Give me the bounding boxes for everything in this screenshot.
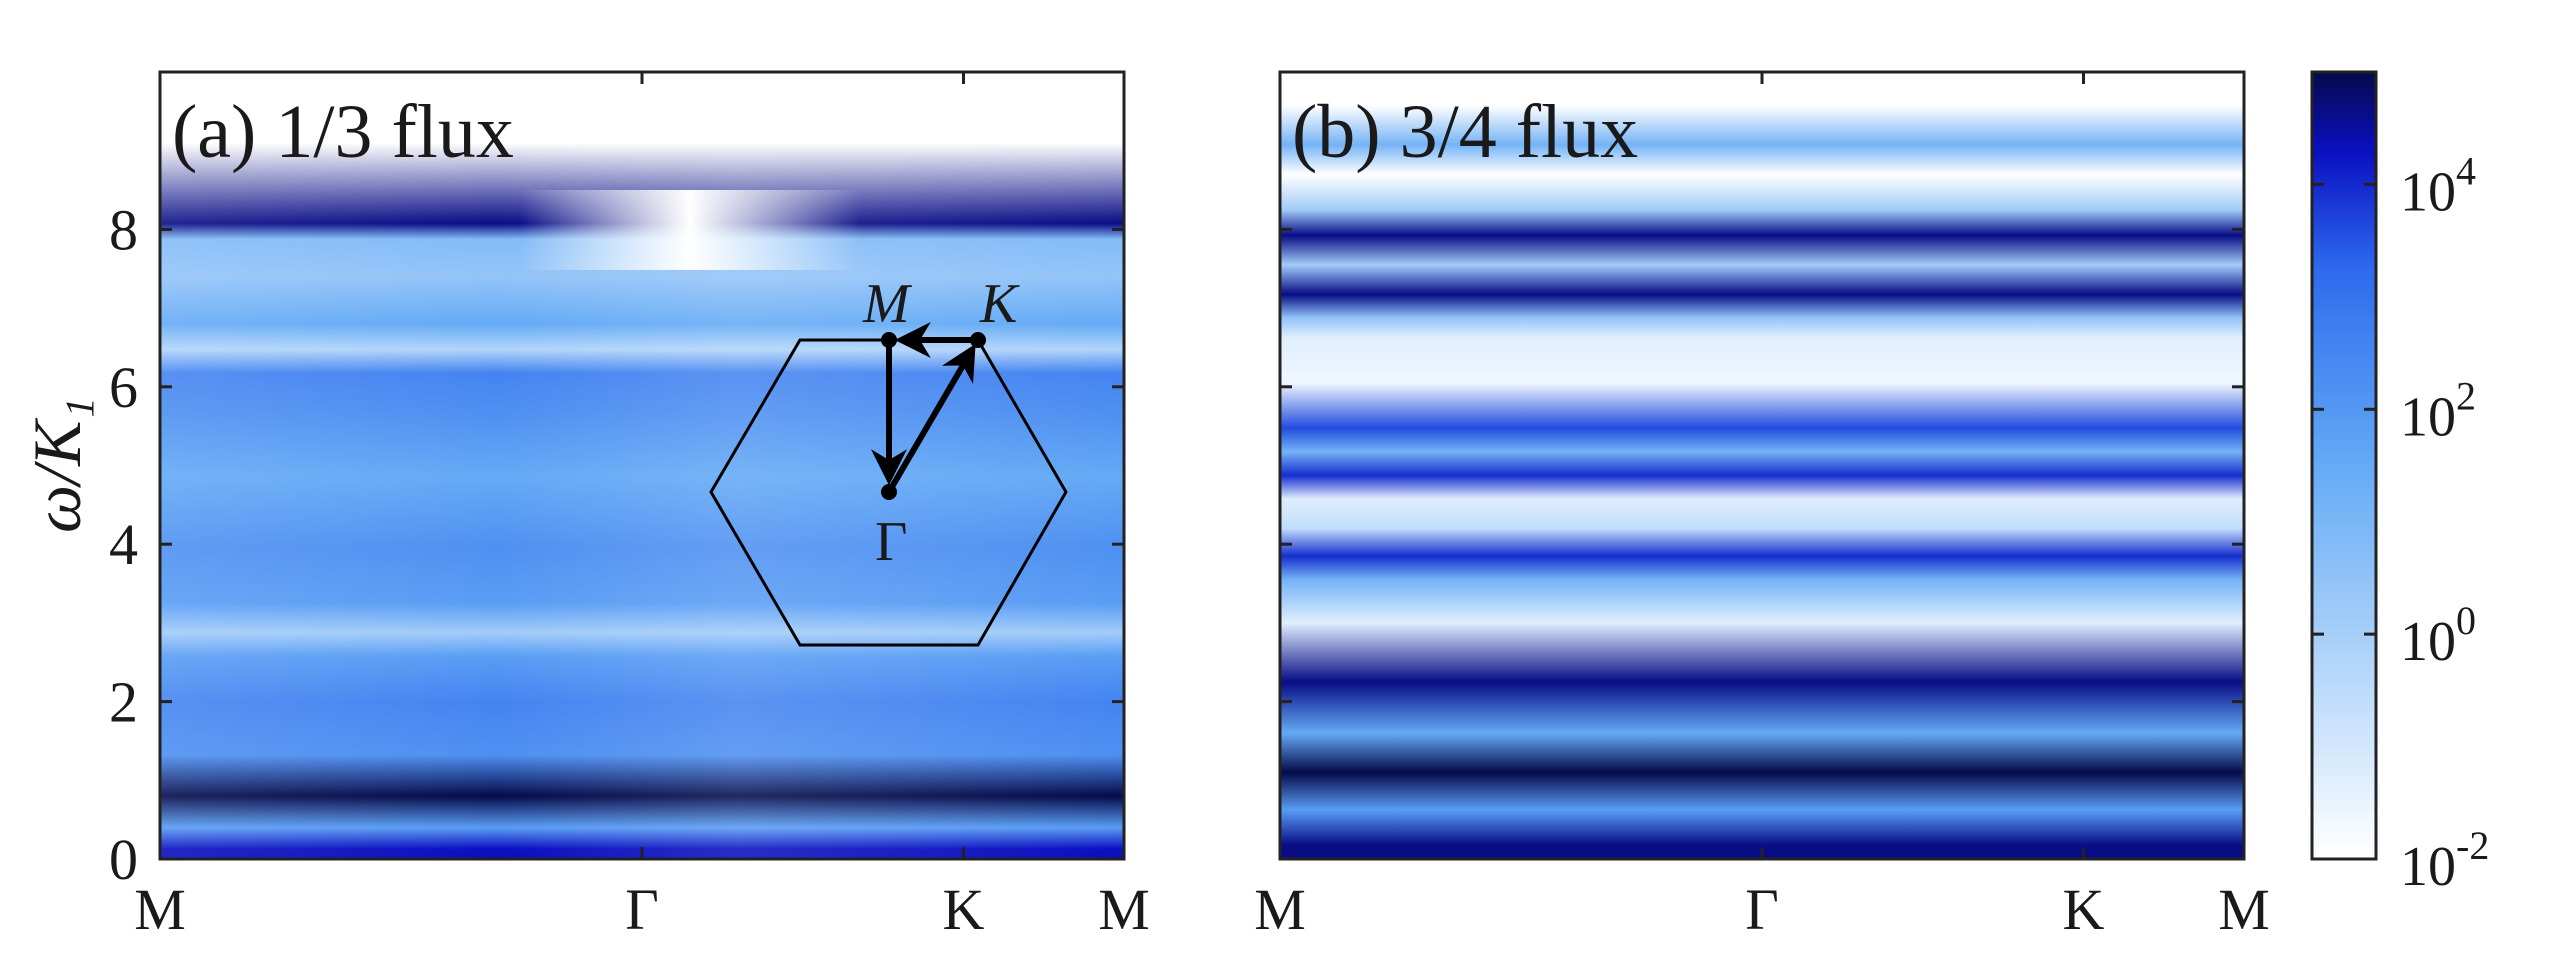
colorbar-frame (2310, 70, 2378, 861)
y-tick-label: 4 (109, 512, 138, 577)
x-tick-label: M (1254, 877, 1306, 942)
x-tick-label: K (943, 877, 985, 942)
panel-b: M Γ K M (b) 3/4 flux (1254, 70, 2270, 942)
point-gamma (881, 484, 897, 500)
colorbar-tick-label: 100 (2400, 598, 2476, 673)
bz-label-m: M (862, 273, 913, 335)
y-tick-label: 6 (109, 355, 138, 420)
colorbar-tick-label: 102 (2400, 373, 2476, 448)
point-k (970, 332, 986, 348)
axis-ticks-b (1278, 72, 2246, 861)
gamma-gap-a (520, 190, 860, 270)
x-tick-label: M (2218, 877, 2270, 942)
brillouin-zone-inset: M K Γ (709, 273, 1068, 647)
x-tick-label: Γ (625, 877, 659, 942)
x-tick-label: Γ (1745, 877, 1779, 942)
x-tick-label: K (2063, 877, 2105, 942)
y-tick-labels-a: 0 2 4 6 8 (109, 197, 138, 892)
colorbar-fill (2312, 72, 2376, 859)
path-arrow-gamma-k (886, 343, 976, 494)
panel-title-b: (b) 3/4 flux (1292, 90, 1638, 174)
heatmap-b (1280, 72, 2244, 859)
colorbar-tick-label: 10-2 (2400, 823, 2489, 898)
axis-ticks-a (158, 72, 1126, 861)
y-tick-label: 2 (109, 670, 138, 735)
point-m (881, 332, 897, 348)
bz-label-k: K (979, 273, 1020, 335)
panel-title-a: (a) 1/3 flux (172, 90, 514, 174)
y-tick-label: 8 (109, 197, 138, 262)
hexagon (709, 338, 1068, 647)
bz-label-gamma: Γ (875, 511, 907, 573)
colorbar-ticks: 104 102 100 10-2 (2312, 148, 2489, 898)
x-tick-label: M (1098, 877, 1150, 942)
x-tick-label: M (134, 877, 186, 942)
y-tick-label: 0 (109, 827, 138, 892)
y-axis-label: ω/K₁ (19, 397, 95, 533)
colorbar: 104 102 100 10-2 (2310, 70, 2489, 898)
colorbar-tick-label: 104 (2400, 148, 2476, 223)
panel-a: M Γ K M 0 2 4 6 8 (a) 1/3 flux M K Γ (109, 70, 1150, 942)
